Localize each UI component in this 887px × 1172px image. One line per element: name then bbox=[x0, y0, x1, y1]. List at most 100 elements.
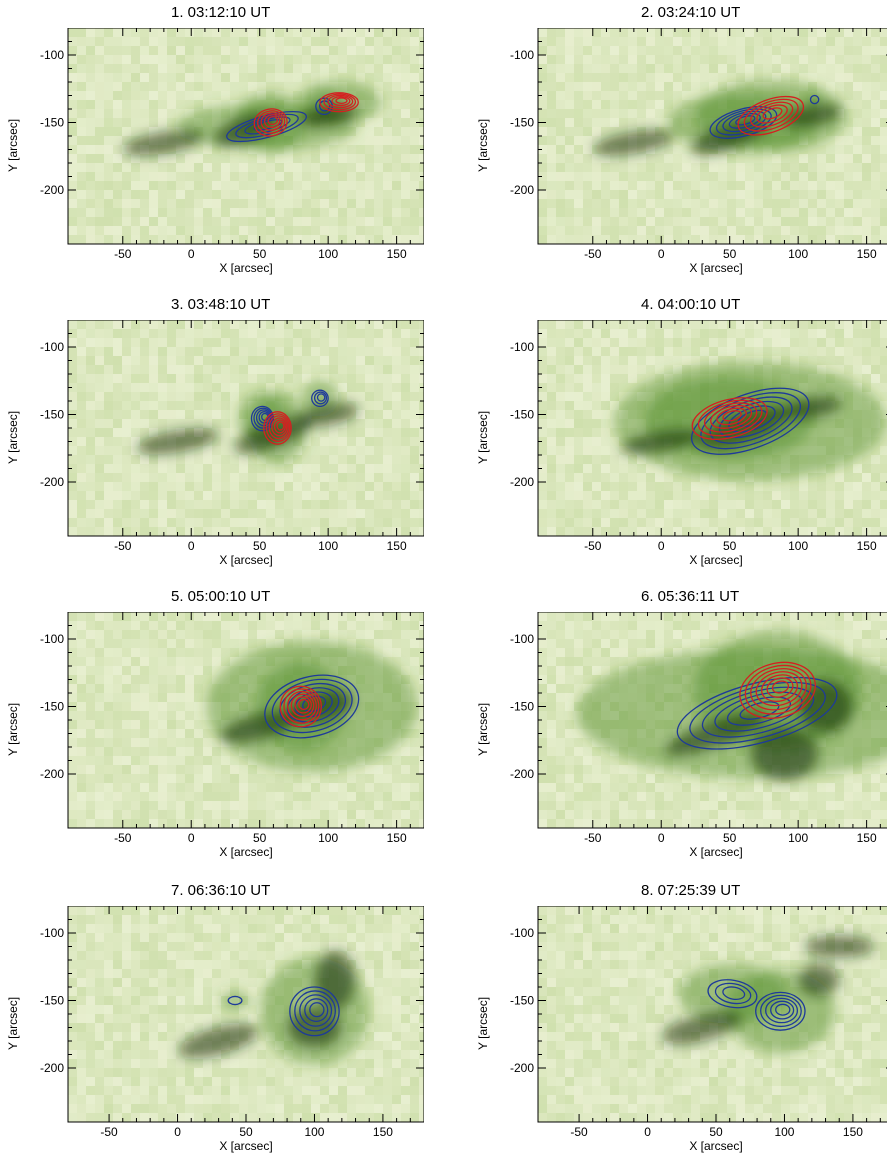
red-contour bbox=[744, 664, 812, 715]
y-axis-label: Y [arcsec] bbox=[6, 702, 20, 756]
panel-plot: -50 0 50 100 150 -100 -150 -200 bbox=[510, 28, 887, 261]
panel-title: 1. 03:12:10 UT bbox=[171, 4, 271, 21]
red-contour bbox=[267, 115, 279, 126]
x-tick-label: 0 bbox=[174, 1125, 181, 1139]
red-contour bbox=[271, 417, 288, 437]
x-tick-label: 150 bbox=[857, 831, 877, 845]
red-contour bbox=[294, 696, 312, 714]
red-contour bbox=[710, 404, 753, 429]
y-tick-label: -150 bbox=[510, 408, 534, 422]
blue-contour bbox=[714, 691, 803, 732]
dark-feature bbox=[662, 1010, 743, 1045]
panel-title: 4. 04:00:10 UT bbox=[641, 296, 741, 313]
panel-plot: -50 0 50 100 150 -100 -150 -200 bbox=[510, 906, 887, 1139]
x-tick-label: 50 bbox=[253, 247, 267, 261]
y-axis-label: Y [arcsec] bbox=[476, 410, 490, 464]
panel-title: 8. 07:25:39 UT bbox=[641, 882, 741, 899]
red-contour bbox=[273, 419, 286, 434]
x-tick-label: -50 bbox=[570, 1125, 588, 1139]
red-contour bbox=[750, 668, 807, 711]
red-contour bbox=[263, 411, 292, 445]
dark-feature bbox=[123, 129, 205, 156]
red-contour bbox=[323, 93, 357, 111]
dark-feature bbox=[620, 428, 702, 455]
x-axis-label: X [arcsec] bbox=[689, 553, 743, 567]
x-tick-label: 0 bbox=[188, 831, 195, 845]
red-contour bbox=[756, 104, 788, 124]
x-tick-label: 100 bbox=[318, 831, 338, 845]
blue-contour bbox=[271, 678, 353, 734]
red-contour bbox=[743, 98, 799, 132]
dark-feature bbox=[219, 709, 300, 744]
blue-contour bbox=[701, 686, 815, 738]
x-tick-label: 100 bbox=[318, 539, 338, 553]
x-tick-label: 150 bbox=[857, 247, 877, 261]
y-tick-label: -150 bbox=[40, 116, 64, 130]
panel-plot: -50 0 50 100 150 -100 -150 -200 bbox=[510, 320, 887, 553]
blue-contour bbox=[700, 392, 802, 450]
dark-feature bbox=[298, 402, 358, 427]
y-tick-label: -100 bbox=[40, 48, 64, 62]
red-contour bbox=[283, 688, 320, 724]
x-tick-label: -50 bbox=[114, 247, 132, 261]
x-tick-label: 150 bbox=[387, 539, 407, 553]
x-tick-label: 0 bbox=[658, 539, 665, 553]
red-contour bbox=[771, 680, 790, 694]
blue-contour bbox=[299, 994, 333, 1027]
dark-feature bbox=[137, 428, 219, 455]
blue-contour bbox=[726, 696, 792, 726]
y-tick-label: -150 bbox=[510, 116, 534, 130]
dark-feature bbox=[178, 1024, 259, 1058]
blue-contour bbox=[735, 115, 756, 126]
panel-title: 7. 06:36:10 UT bbox=[171, 882, 271, 899]
x-tick-label: 50 bbox=[723, 831, 737, 845]
red-contour bbox=[761, 674, 799, 703]
red-contour bbox=[691, 397, 768, 440]
x-tick-label: 0 bbox=[644, 1125, 651, 1139]
x-tick-label: -50 bbox=[584, 247, 602, 261]
x-axis-label: X [arcsec] bbox=[219, 1139, 273, 1153]
red-contour bbox=[749, 101, 794, 128]
red-contour bbox=[335, 97, 348, 105]
y-tick-label: -200 bbox=[510, 183, 534, 197]
x-tick-label: 50 bbox=[253, 831, 267, 845]
panel-plot: -50 0 50 100 150 -100 -150 -200 bbox=[40, 906, 424, 1139]
x-axis-label: X [arcsec] bbox=[689, 845, 743, 859]
y-tick-label: -100 bbox=[510, 340, 534, 354]
x-tick-label: 50 bbox=[253, 539, 267, 553]
red-contour bbox=[755, 671, 803, 707]
blue-contour bbox=[279, 682, 347, 728]
blue-contour bbox=[304, 998, 329, 1023]
blue-contour bbox=[264, 674, 360, 739]
x-tick-label: 100 bbox=[304, 1125, 324, 1139]
red-contour bbox=[739, 661, 816, 719]
panel-plot: -50 0 50 100 150 -100 -150 -200 bbox=[40, 28, 424, 261]
blue-contour bbox=[690, 387, 810, 455]
blue-contour bbox=[722, 110, 767, 133]
x-tick-label: 50 bbox=[239, 1125, 253, 1139]
dark-feature bbox=[314, 950, 356, 1010]
y-axis-label: Y [arcsec] bbox=[6, 118, 20, 172]
y-tick-label: -200 bbox=[40, 475, 64, 489]
panel-plot: -50 0 50 100 150 -100 -150 -200 bbox=[40, 320, 424, 553]
x-tick-label: 100 bbox=[318, 247, 338, 261]
y-tick-label: -200 bbox=[40, 1061, 64, 1075]
blue-contour bbox=[294, 990, 336, 1032]
red-contour bbox=[697, 399, 763, 437]
panel-title: 2. 03:24:10 UT bbox=[641, 4, 741, 21]
x-tick-label: 150 bbox=[387, 247, 407, 261]
red-contour bbox=[290, 693, 315, 717]
x-tick-label: 0 bbox=[658, 247, 665, 261]
red-contour bbox=[722, 410, 742, 422]
red-contour bbox=[263, 114, 281, 128]
x-tick-label: -50 bbox=[584, 539, 602, 553]
blue-contour bbox=[289, 986, 340, 1037]
blue-contour bbox=[715, 108, 772, 136]
blue-contour bbox=[722, 986, 746, 1001]
x-tick-label: 100 bbox=[788, 247, 808, 261]
blue-contour bbox=[309, 1002, 325, 1018]
y-tick-label: -150 bbox=[40, 408, 64, 422]
x-tick-label: 100 bbox=[788, 539, 808, 553]
dark-feature bbox=[234, 415, 313, 454]
